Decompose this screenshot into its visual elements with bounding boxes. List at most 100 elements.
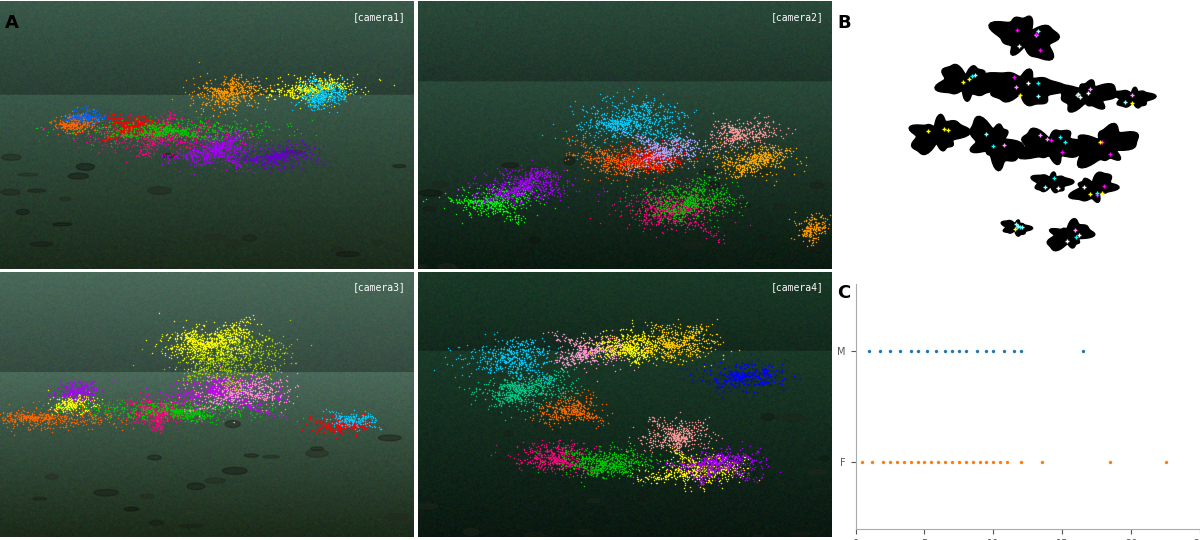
- Point: [684, 194, 703, 202]
- Point: [17, 414, 36, 423]
- Point: [578, 351, 598, 360]
- Point: [66, 394, 85, 403]
- Point: [689, 465, 708, 474]
- Point: [643, 199, 662, 208]
- Point: [142, 409, 161, 418]
- Point: [662, 136, 682, 145]
- Point: [658, 207, 677, 215]
- Point: [618, 163, 637, 172]
- Point: [58, 400, 77, 408]
- Point: [137, 397, 156, 406]
- Point: [210, 342, 229, 350]
- Point: [82, 416, 101, 425]
- Point: [596, 145, 616, 154]
- Point: [223, 384, 242, 393]
- Point: [644, 150, 664, 158]
- Point: [170, 143, 190, 151]
- Point: [613, 120, 632, 129]
- Point: [488, 394, 508, 402]
- Point: [125, 408, 144, 417]
- Point: [584, 453, 604, 462]
- Point: [564, 407, 583, 415]
- Point: [461, 197, 480, 205]
- Point: [586, 147, 605, 156]
- Point: [649, 335, 668, 343]
- Point: [490, 396, 509, 405]
- Point: [682, 198, 701, 206]
- Point: [474, 193, 493, 201]
- Point: [520, 447, 539, 456]
- Point: [496, 386, 515, 394]
- Point: [337, 415, 356, 423]
- Point: [185, 386, 204, 395]
- Point: [182, 87, 202, 96]
- Point: [70, 114, 89, 123]
- Point: [668, 464, 688, 472]
- Point: [155, 125, 174, 133]
- Point: [200, 143, 220, 151]
- Point: [618, 151, 637, 159]
- Point: [658, 348, 677, 357]
- Point: [149, 404, 168, 413]
- Point: [251, 157, 270, 165]
- Point: [250, 152, 269, 161]
- Point: [558, 458, 577, 467]
- Point: [565, 401, 584, 409]
- Point: [647, 206, 666, 214]
- Point: [176, 398, 196, 407]
- Point: [121, 132, 140, 140]
- Point: [521, 354, 540, 363]
- Point: [516, 447, 535, 456]
- Point: [224, 320, 244, 328]
- Point: [714, 453, 733, 461]
- Point: [253, 348, 272, 357]
- Point: [83, 382, 102, 391]
- Point: [133, 125, 152, 133]
- Point: [260, 155, 280, 164]
- Point: [644, 142, 664, 151]
- Point: [586, 450, 605, 458]
- Point: [50, 408, 70, 416]
- Point: [228, 392, 247, 400]
- Point: [632, 475, 652, 483]
- Point: [210, 125, 229, 134]
- Point: [607, 342, 626, 351]
- Point: [559, 413, 578, 422]
- Point: [481, 363, 500, 372]
- Point: [162, 340, 181, 349]
- Point: [154, 402, 173, 411]
- Point: [222, 123, 241, 132]
- Point: [678, 155, 697, 164]
- Point: [282, 151, 301, 159]
- Point: [143, 131, 162, 140]
- Point: [140, 416, 160, 425]
- Point: [137, 396, 156, 405]
- Point: [506, 370, 526, 379]
- Point: [719, 200, 738, 208]
- Point: [170, 333, 190, 341]
- Point: [662, 448, 682, 456]
- Point: [656, 349, 676, 358]
- Point: [600, 210, 619, 219]
- Point: [766, 147, 785, 156]
- Point: [710, 467, 730, 475]
- Point: [556, 407, 575, 415]
- Point: [714, 239, 733, 247]
- Point: [178, 408, 197, 417]
- Point: [692, 471, 712, 480]
- Point: [528, 373, 547, 382]
- Point: [124, 125, 143, 133]
- Point: [235, 335, 254, 343]
- Point: [653, 332, 672, 341]
- Point: [340, 417, 359, 426]
- Point: [656, 142, 676, 151]
- Point: [640, 156, 659, 165]
- Point: [306, 93, 325, 102]
- Point: [667, 197, 686, 206]
- Point: [576, 154, 595, 163]
- Point: [118, 405, 137, 414]
- Point: [258, 156, 277, 165]
- Point: [272, 382, 292, 390]
- Point: [92, 136, 112, 144]
- Point: [143, 132, 162, 140]
